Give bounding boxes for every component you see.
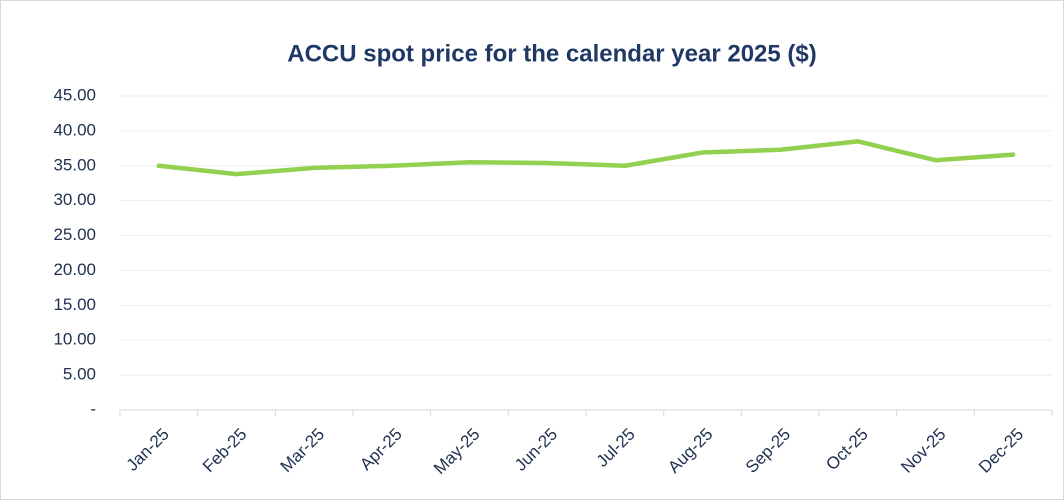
y-tick-label: 45.00 xyxy=(53,85,96,104)
y-tick-label: 5.00 xyxy=(63,365,96,384)
line-series xyxy=(156,139,1016,177)
y-tick-label: 25.00 xyxy=(53,225,96,244)
y-tick-label: 15.00 xyxy=(53,295,96,314)
y-tick-label: 40.00 xyxy=(53,120,96,139)
chart-title: ACCU spot price for the calendar year 20… xyxy=(287,40,817,67)
y-tick-label: 10.00 xyxy=(53,330,96,349)
y-tick-label: 35.00 xyxy=(53,155,96,174)
y-tick-label: - xyxy=(90,399,96,418)
y-tick-label: 20.00 xyxy=(53,260,96,279)
y-tick-label: 30.00 xyxy=(53,190,96,209)
